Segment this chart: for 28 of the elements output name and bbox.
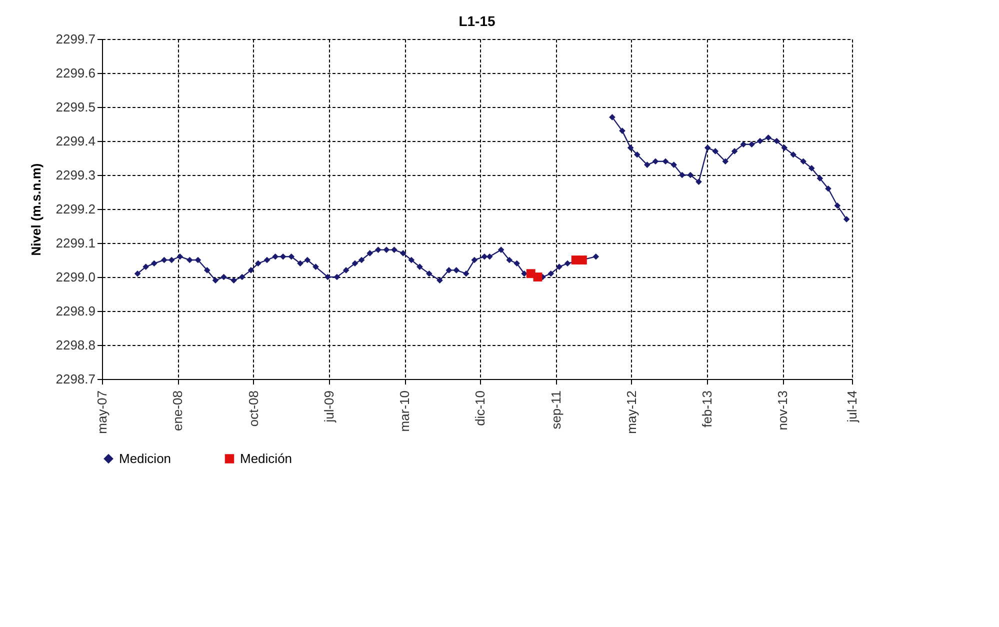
- legend-label: Medicion: [119, 450, 172, 466]
- y-tick-label: 2298.8: [56, 338, 96, 352]
- y-tick-label: 2299.1: [56, 236, 96, 250]
- x-tick-label: feb-13: [700, 390, 715, 428]
- x-tick-label: jul-14: [844, 390, 860, 424]
- y-tick-label: 2299.4: [56, 134, 96, 148]
- x-tick-label: nov-13: [775, 390, 790, 430]
- x-tick-label: sep-11: [548, 390, 564, 430]
- x-tick-label: dic-10: [472, 390, 488, 426]
- point: [533, 272, 542, 282]
- y-tick-label: 2299.7: [56, 32, 96, 46]
- legend-label: Medición: [240, 450, 292, 466]
- x-tick-label: jul-09: [321, 390, 336, 424]
- y-tick-label: 2299.6: [56, 66, 96, 80]
- y-tick-label: 2298.9: [56, 304, 96, 318]
- x-tick-label: oct-08: [246, 390, 261, 427]
- x-tick-label: may-12: [624, 390, 639, 434]
- chart-title: L1-15: [458, 13, 496, 29]
- y-tick-label: 2299.0: [56, 270, 96, 284]
- point: [578, 256, 587, 264]
- x-tick-label: may-07: [94, 390, 110, 434]
- x-tick-label: ene-08: [170, 390, 186, 431]
- y-tick-label: 2298.7: [56, 372, 96, 386]
- y-tick-label: 2299.5: [56, 100, 96, 114]
- x-tick-label: mar-10: [397, 390, 412, 432]
- y-axis-title: Nivel (m.s.n.m): [28, 163, 44, 256]
- y-tick-label: 2299.3: [56, 168, 96, 182]
- y-tick-label: 2299.2: [56, 202, 96, 216]
